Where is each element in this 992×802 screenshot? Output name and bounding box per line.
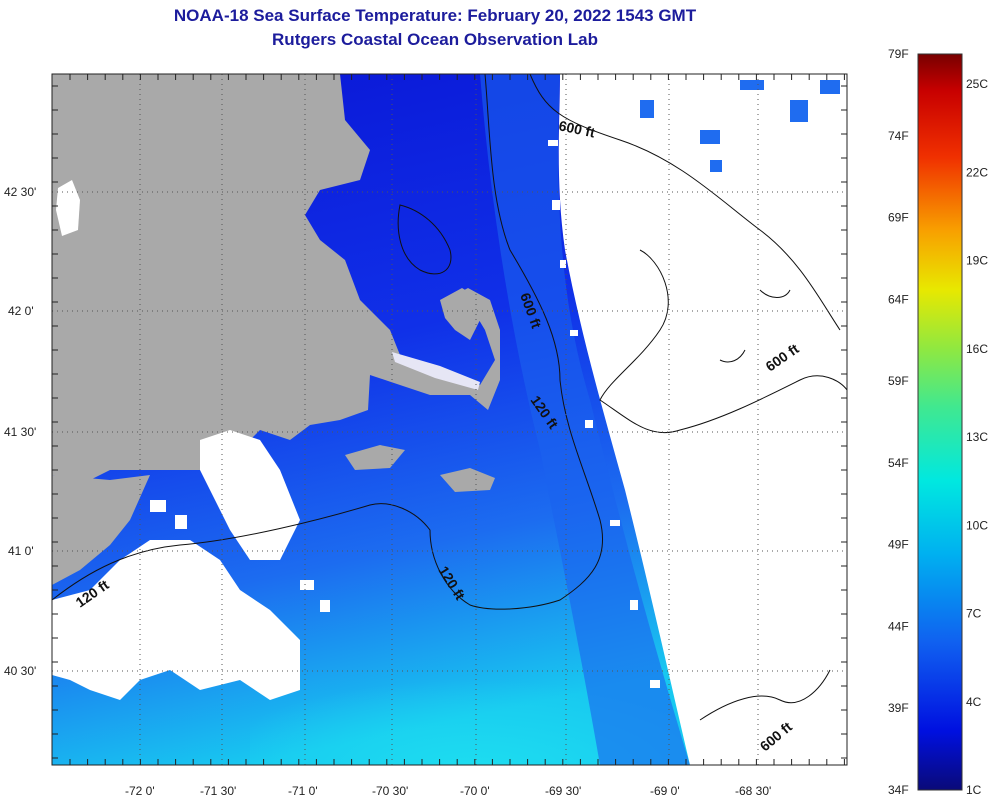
colorbar-c-label: 25C xyxy=(966,77,988,91)
colorbar-f-label: 39F xyxy=(888,701,909,715)
y-tick-label: 40 30' xyxy=(4,664,36,678)
map-frame xyxy=(51,73,848,766)
colorbar-c-label: 1C xyxy=(966,783,982,797)
land-cape-cod-hook xyxy=(440,288,480,340)
x-axis-labels: -72 0' -71 30' -71 0' -70 30' -70 0' -69… xyxy=(125,784,771,798)
colorbar-f-label: 74F xyxy=(888,129,909,143)
x-tick-label: -72 0' xyxy=(125,784,155,798)
land-marthas-vineyard xyxy=(345,445,405,470)
contour-120ft xyxy=(52,74,604,610)
sea-fragments xyxy=(640,80,840,172)
contour-ledges xyxy=(719,289,791,363)
colorbar-f-label: 59F xyxy=(888,374,909,388)
land-new-england xyxy=(52,74,500,480)
cloud-cover-west xyxy=(200,430,300,560)
x-tick-label: -71 30' xyxy=(200,784,236,798)
cloud-cover-southwest xyxy=(52,540,300,700)
y-tick-label: 41 30' xyxy=(4,425,36,439)
map-title: NOAA-18 Sea Surface Temperature: Februar… xyxy=(173,6,697,25)
land-long-island xyxy=(52,475,150,585)
colorbar-c-label: 22C xyxy=(966,165,988,179)
contour-600ft-mid xyxy=(599,249,847,434)
cloud-fragments xyxy=(548,140,660,688)
colorbar-f-label: 69F xyxy=(888,211,909,225)
y-tick-label: 41 0' xyxy=(8,544,34,558)
colorbar-f-label: 64F xyxy=(888,292,909,306)
cloud-cover-east xyxy=(558,74,847,765)
coastal-strip xyxy=(392,352,480,390)
bathymetry-contours xyxy=(52,74,847,721)
colorbar-f-label: 54F xyxy=(888,456,909,470)
colorbar-c-label: 19C xyxy=(966,254,988,268)
x-tick-label: -69 30' xyxy=(545,784,581,798)
x-tick-label: -70 30' xyxy=(372,784,408,798)
x-tick-label: -71 0' xyxy=(288,784,318,798)
colorbar-c-label: 13C xyxy=(966,430,988,444)
colorbar-f-label: 44F xyxy=(888,619,909,633)
axis-ticks xyxy=(52,74,847,765)
inland-cloud xyxy=(56,180,80,236)
land-nantucket xyxy=(440,468,495,492)
colorbar-c-label: 16C xyxy=(966,342,988,356)
colorbar-f-label: 49F xyxy=(888,538,909,552)
y-tick-label: 42 0' xyxy=(8,304,34,318)
colorbar-c-label: 7C xyxy=(966,607,982,621)
temperature-colorbar: 79F 74F 69F 64F 59F 54F 49F 44F 39F 34F 25C 22C 19C… xyxy=(888,47,988,797)
colorbar-gradient xyxy=(917,53,963,791)
celsius-labels: 25C 22C 19C 16C 13C 10C 7C 4C 1C xyxy=(966,77,988,797)
map-subtitle: Rutgers Coastal Ocean Observation Lab xyxy=(272,30,598,49)
fahrenheit-labels: 79F 74F 69F 64F 59F 54F 49F 44F 39F 34F xyxy=(888,47,909,797)
stellwagen-contour xyxy=(397,204,452,275)
colorbar-c-label: 4C xyxy=(966,695,982,709)
colorbar-f-label: 79F xyxy=(888,47,909,61)
sst-map: 600 ft 600 ft 600 ft 600 ft 120 ft 120 f… xyxy=(4,73,848,798)
colorbar-f-label: 34F xyxy=(888,783,909,797)
x-tick-label: -68 30' xyxy=(735,784,771,798)
contour-label: 600 ft xyxy=(557,117,596,140)
x-tick-label: -69 0' xyxy=(650,784,680,798)
colorbar-c-label: 10C xyxy=(966,518,988,532)
x-tick-label: -70 0' xyxy=(460,784,490,798)
warm-band xyxy=(480,74,690,765)
y-tick-label: 42 30' xyxy=(4,185,36,199)
grid-lines xyxy=(52,74,847,765)
cloud-speckles xyxy=(110,500,330,632)
contour-600ft-north xyxy=(529,74,841,331)
y-axis-labels: 42 30' 42 0' 41 30' 41 0' 40 30' xyxy=(4,185,36,678)
contour-600ft-south xyxy=(699,669,831,721)
